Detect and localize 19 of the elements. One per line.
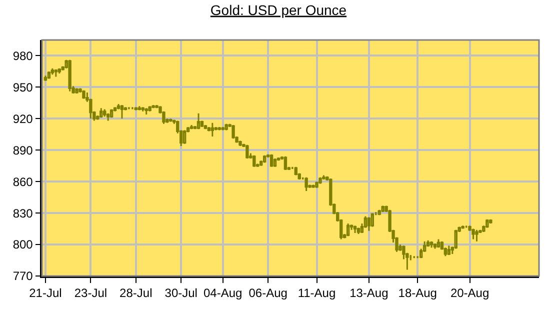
x-tick-label: 23-Jul (74, 286, 108, 300)
y-tick-label: 800 (12, 238, 34, 252)
y-tick-label: 860 (12, 174, 34, 189)
chart-title: Gold: USD per Ounce (210, 2, 347, 18)
y-tick-label: 830 (12, 206, 34, 220)
x-tick-label: 28-Jul (120, 286, 152, 300)
x-tick-label: 18-Aug (398, 286, 437, 300)
x-tick-label: 11-Aug (298, 286, 336, 300)
x-tick-label: 04-Aug (204, 286, 242, 300)
x-tick-label: 30-Jul (164, 286, 198, 300)
x-tick-label: 13-Aug (350, 286, 388, 300)
y-tick-label: 890 (12, 143, 34, 158)
x-tick-label: 06-Aug (248, 286, 288, 300)
y-tick-label: 950 (12, 80, 34, 94)
y-tick-label: 770 (12, 269, 34, 284)
y-tick-label: 980 (12, 48, 34, 63)
y-tick-label: 920 (12, 112, 34, 126)
x-tick-label: 21-Jul (29, 286, 62, 300)
x-tick-label: 20-Aug (450, 286, 490, 300)
